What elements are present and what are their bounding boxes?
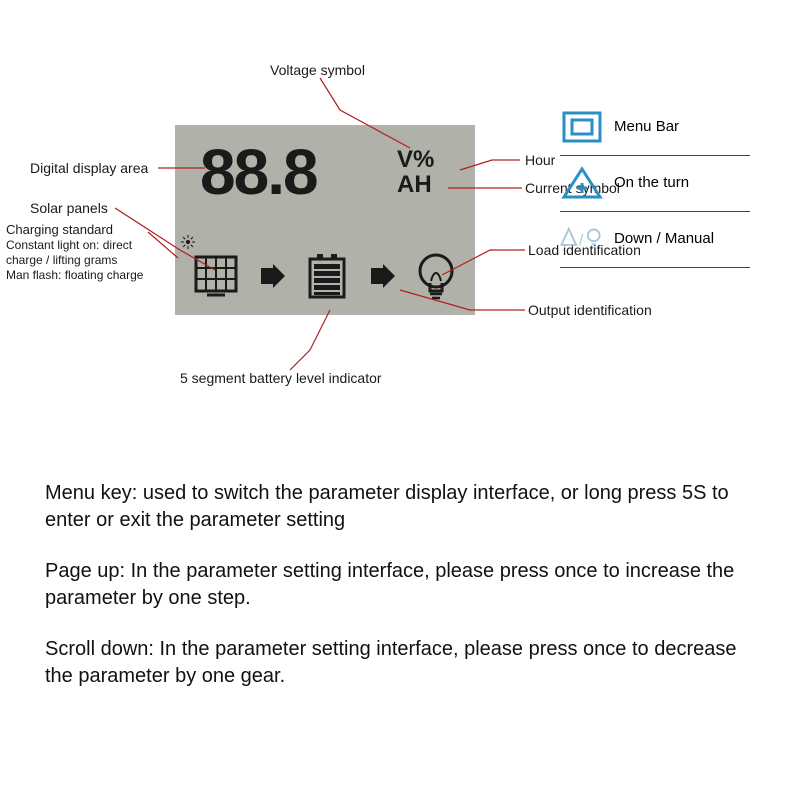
legend-menu-text: Menu Bar <box>614 118 679 135</box>
arrow-right-icon <box>259 264 285 288</box>
label-voltage-symbol: Voltage symbol <box>270 62 365 78</box>
legend-turn-text: On the turn <box>614 174 689 191</box>
button-legend: Menu Bar On the turn / Down / Manual <box>560 100 750 268</box>
svg-text:/: / <box>579 232 584 248</box>
battery-icon <box>305 252 349 300</box>
solar-panel-icon <box>193 254 239 298</box>
menu-bar-icon <box>560 109 604 145</box>
label-battery-indicator: 5 segment battery level indicator <box>180 370 382 386</box>
label-charging-standard: Charging standard <box>6 222 113 237</box>
icon-row <box>193 251 457 301</box>
instruction-menu-key: Menu key: used to switch the parameter d… <box>45 480 755 534</box>
lcd-diagram: 88.8 V% AH <box>30 60 770 430</box>
instruction-text: Menu key: used to switch the parameter d… <box>45 480 755 714</box>
label-digital-display-area: Digital display area <box>30 160 148 176</box>
lcd-screen: 88.8 V% AH <box>175 125 475 315</box>
down-manual-icon: / <box>560 221 604 257</box>
unit-symbols: V% AH <box>397 147 434 197</box>
legend-row-down: / Down / Manual <box>560 212 750 268</box>
label-charging-detail: Constant light on: direct charge / lifti… <box>6 238 166 283</box>
digit-value: 88.8 <box>200 136 317 208</box>
label-hour: Hour <box>525 152 555 168</box>
legend-row-turn: On the turn <box>560 156 750 212</box>
voltage-percent-symbol: V% <box>397 147 434 172</box>
bulb-icon <box>415 251 457 301</box>
label-output-identification: Output identification <box>528 302 652 318</box>
legend-down-text: Down / Manual <box>614 230 714 247</box>
amp-hour-symbol: AH <box>397 172 434 197</box>
legend-row-menu: Menu Bar <box>560 100 750 156</box>
triangle-plus-icon <box>560 165 604 201</box>
label-solar-panels: Solar panels <box>30 200 108 216</box>
instruction-scroll-down: Scroll down: In the parameter setting in… <box>45 636 755 690</box>
instruction-page-up: Page up: In the parameter setting interf… <box>45 558 755 612</box>
sun-icon <box>181 235 195 249</box>
arrow-right-icon <box>369 264 395 288</box>
digital-display: 88.8 <box>200 135 317 209</box>
